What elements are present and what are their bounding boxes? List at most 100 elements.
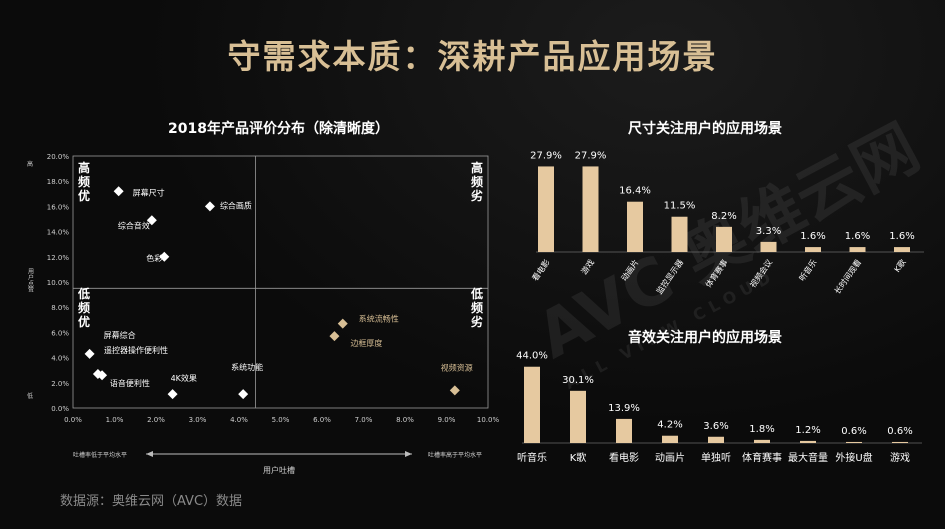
bar-category-label: 视频会议 <box>748 257 775 289</box>
bar-category-label: K歌 <box>892 257 908 274</box>
x-tick-label: 7.0% <box>355 416 373 424</box>
scatter-point <box>337 318 348 329</box>
bar-value-label: 8.2% <box>711 211 736 222</box>
y-tick-label: 8.0% <box>51 304 69 312</box>
quadrant-label-bl: 优 <box>78 314 90 329</box>
scatter-point <box>167 389 178 400</box>
bar-category-label: 动画片 <box>619 257 641 282</box>
scatter-point <box>159 251 170 262</box>
bar-value-label: 27.9% <box>530 150 562 161</box>
y-tick-label: 0.0% <box>51 405 69 413</box>
x-axis-high-label: 吐槽率高于平均水平 <box>428 451 482 459</box>
y-axis-low-label: 低 <box>27 392 33 400</box>
bar <box>708 436 724 443</box>
scatter-point-label: 综合音效 <box>118 220 150 230</box>
bar-category-label: 单独听 <box>701 451 731 464</box>
x-tick-label: 6.0% <box>313 416 331 424</box>
scatter-point-label: 边框厚度 <box>350 338 382 348</box>
y-tick-label: 14.0% <box>47 229 70 237</box>
scatter-point-label: 系统流畅性 <box>359 314 399 324</box>
x-tick-label: 8.0% <box>396 416 414 424</box>
bar <box>849 247 866 252</box>
bar <box>800 440 816 443</box>
bar-value-label: 11.5% <box>664 201 696 212</box>
quadrant-label-br: 低 <box>470 286 483 301</box>
bar-value-label: 0.6% <box>841 426 866 437</box>
bar <box>894 247 910 252</box>
bar <box>671 216 688 252</box>
bar <box>662 435 678 443</box>
bar-category-label: 看电影 <box>609 451 639 464</box>
x-tick-label: 2.0% <box>147 416 165 424</box>
scatter-point-label: 色彩 <box>146 253 162 263</box>
bar-category-label: 听音乐 <box>797 257 819 282</box>
scatter-point <box>204 201 215 212</box>
size-bar-chart-title: 尺寸关注用户的应用场景 <box>628 121 782 137</box>
y-tick-label: 20.0% <box>47 153 70 161</box>
scatter-point <box>449 385 460 396</box>
bar <box>627 201 643 252</box>
x-tick-label: 10.0% <box>477 416 500 424</box>
x-tick-label: 4.0% <box>230 416 248 424</box>
bar <box>582 166 599 252</box>
scatter-point <box>84 348 95 359</box>
scatter-point-label: 系统功能 <box>231 362 263 372</box>
quadrant-label-tl: 优 <box>78 188 90 203</box>
quadrant-label-br: 劣 <box>471 314 483 329</box>
bar-category-label: 外接U盘 <box>835 451 872 464</box>
bar <box>570 390 586 443</box>
bar-value-label: 44.0% <box>516 351 548 362</box>
scatter-point-label: 遥控器操作便利性 <box>104 345 168 355</box>
scatter-point-label: 视频资源 <box>441 362 473 372</box>
page-title: 守需求本质：深耕产品应用场景 <box>227 37 718 76</box>
bar-value-label: 1.6% <box>800 231 825 242</box>
bar-value-label: 13.9% <box>608 403 640 414</box>
bar <box>846 441 862 443</box>
scatter-plot-frame <box>72 155 489 409</box>
quadrant-label-tr: 劣 <box>471 188 483 203</box>
bar-category-label: 体育赛事 <box>703 257 730 289</box>
x-tick-label: 0.0% <box>64 416 82 424</box>
scatter-point <box>146 215 157 226</box>
x-axis-arrow-left <box>146 451 153 457</box>
y-axis-high-label: 高 <box>27 160 33 168</box>
y-axis-title: 用户点赞 <box>27 268 34 293</box>
bar-category-label: 游戏 <box>579 257 596 276</box>
x-axis-title: 用户吐槽 <box>263 465 295 475</box>
bar-value-label: 3.3% <box>756 226 781 237</box>
x-tick-label: 9.0% <box>438 416 456 424</box>
quadrant-label-tl: 高 <box>78 160 90 175</box>
scatter-point-label: 屏幕综合 <box>104 330 136 340</box>
scatter-point-label: 屏幕尺寸 <box>133 187 165 197</box>
y-tick-label: 16.0% <box>47 203 70 211</box>
scatter-point <box>92 368 103 379</box>
quadrant-label-tr: 高 <box>471 160 483 175</box>
data-source-note: 数据源：奥维云网（AVC）数据 <box>60 494 243 509</box>
bar-category-label: 游戏 <box>890 451 910 464</box>
bar <box>754 439 770 443</box>
bar <box>805 247 821 252</box>
bar <box>524 366 540 443</box>
bar <box>892 441 908 443</box>
x-tick-label: 1.0% <box>106 416 124 424</box>
y-tick-label: 10.0% <box>47 279 70 287</box>
bar-category-label: K歌 <box>570 451 587 464</box>
quadrant-label-bl: 频 <box>78 300 90 315</box>
y-tick-label: 12.0% <box>47 254 70 262</box>
x-tick-label: 5.0% <box>272 416 290 424</box>
bar-category-label: 最大音量 <box>788 451 828 464</box>
bar-value-label: 1.2% <box>795 425 820 436</box>
x-axis-low-label: 吐槽率低于平均水平 <box>73 451 127 459</box>
quadrant-label-br: 频 <box>471 300 483 315</box>
bar-value-label: 1.6% <box>845 231 870 242</box>
bar-category-label: 动画片 <box>655 451 685 464</box>
scatter-point <box>329 331 340 342</box>
bar-category-label: 体育赛事 <box>742 451 782 464</box>
quadrant-label-bl: 低 <box>77 286 90 301</box>
y-tick-label: 6.0% <box>51 329 69 337</box>
bar <box>716 226 732 252</box>
bar <box>760 241 777 252</box>
bar-category-label: 监控显示器 <box>654 257 685 296</box>
bar-value-label: 4.2% <box>657 420 682 431</box>
